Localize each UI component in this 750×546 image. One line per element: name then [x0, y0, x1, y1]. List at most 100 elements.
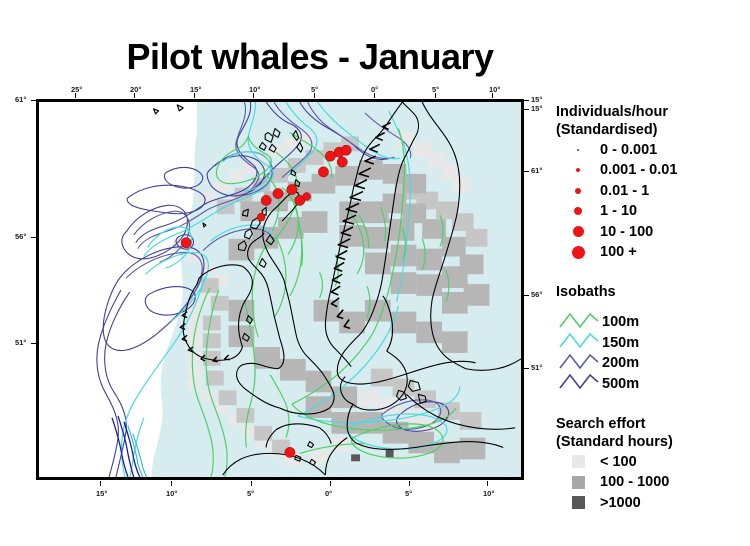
sighting-dot	[302, 192, 311, 201]
legend-item-abundance-3[interactable]: 1 - 10	[556, 201, 746, 222]
zigzag-line-icon	[556, 331, 602, 354]
axis-bottom-label-4: 5°	[405, 489, 413, 498]
sighting-dot	[294, 195, 306, 206]
axis-bottom-tick	[409, 481, 410, 486]
legend-item-isobath-1[interactable]: 150m	[556, 333, 746, 354]
axis-top-tick	[374, 93, 375, 98]
effort-swatch-icon	[556, 496, 600, 510]
legend-label: 100m	[602, 314, 640, 331]
deep-contour-sw-cyan	[127, 425, 148, 477]
sighting-dot	[340, 144, 352, 156]
legend-label: 0.001 - 0.01	[600, 162, 678, 179]
axis-top-tick	[134, 93, 135, 98]
legend-label: 500m	[602, 375, 640, 392]
axis-right-tick	[524, 368, 529, 369]
axis-left-label-1: 56°	[15, 232, 27, 241]
page-title: Pilot whales - January	[126, 36, 494, 77]
axis-bottom-tick	[330, 481, 331, 486]
sighting-dot	[284, 447, 296, 458]
legend-item-abundance-4[interactable]: 10 - 100	[556, 221, 746, 242]
zigzag-line-icon	[556, 311, 602, 334]
dot-symbol-icon	[556, 245, 600, 259]
dot-symbol-icon	[556, 148, 600, 151]
legend-isobaths-title: Isobaths	[556, 284, 616, 301]
axis-top-label-0: 25°	[71, 85, 83, 94]
axis-top-tick	[314, 93, 315, 98]
legend-label: < 100	[600, 453, 637, 470]
legend-item-effort-0[interactable]: < 100	[556, 451, 746, 472]
deep-contour-sw	[111, 415, 141, 477]
dot-symbol-icon	[556, 207, 600, 216]
axis-top-tick	[435, 93, 436, 98]
axis-right-tick	[524, 171, 529, 172]
axis-top-tick	[75, 93, 76, 98]
axis-right-label-2: 61°	[531, 166, 543, 175]
axis-bottom-label-1: 10°	[166, 489, 178, 498]
axis-right-tick	[524, 109, 529, 110]
axis-top-tick	[253, 93, 254, 98]
legend-label: 0.01 - 1	[600, 182, 650, 199]
axis-bottom-tick	[251, 481, 252, 486]
map-canvas[interactable]	[36, 99, 524, 480]
axis-top-tick	[492, 93, 493, 98]
axis-bottom-label-3: 0°	[325, 489, 333, 498]
sighting-dot	[180, 237, 192, 249]
axis-left-label-2: 51°	[15, 338, 27, 347]
axis-right-tick	[524, 100, 529, 101]
axis-top-label-1: 20°	[130, 85, 142, 94]
legend-effort-title-2: (Standard hours)	[556, 433, 673, 450]
axis-bottom-label-2: 5°	[247, 489, 255, 498]
legend-label: 0 - 0.001	[600, 141, 658, 158]
sighting-dot	[286, 184, 298, 195]
axis-top-label-5: 0°	[371, 85, 379, 94]
sighting-dot	[318, 166, 329, 178]
zigzag-line-icon	[556, 352, 602, 375]
sighting-dot	[336, 156, 348, 168]
legend-item-isobath-2[interactable]: 200m	[556, 353, 746, 374]
legend-search-effort: Search effort (Standard hours) < 100 100…	[556, 416, 746, 513]
axis-left-label-0: 61°	[15, 95, 27, 104]
axis-bottom-tick	[171, 481, 172, 486]
dot-symbol-icon	[556, 226, 600, 238]
legend-item-isobath-0[interactable]: 100m	[556, 312, 746, 333]
sighting-dot	[260, 195, 272, 206]
axis-top-tick	[194, 93, 195, 98]
axis-right-tick	[524, 295, 529, 296]
sightings-layer	[180, 144, 352, 458]
legend-item-effort-1[interactable]: 100 - 1000	[556, 472, 746, 493]
legend-item-effort-2[interactable]: >1000	[556, 492, 746, 513]
zigzag-line-icon	[556, 372, 602, 395]
legend-abundance: Individuals/hour (Standardised) 0 - 0.00…	[556, 104, 746, 262]
legend-label: >1000	[600, 494, 641, 511]
effort-swatch-icon	[556, 455, 600, 469]
axis-bottom-tick	[100, 481, 101, 486]
axis-top-label-3: 10°	[249, 85, 261, 94]
axis-top-label-2: 15°	[190, 85, 202, 94]
legend-label: 150m	[602, 334, 640, 351]
effort-swatch-icon	[556, 475, 600, 489]
axis-right-label-0: 15°	[531, 95, 543, 104]
axis-right-label-1: 15°	[531, 104, 543, 113]
axis-right-label-3: 56°	[531, 290, 543, 299]
legend-item-abundance-2[interactable]: 0.01 - 1	[556, 180, 746, 201]
axis-bottom-label-0: 15°	[96, 489, 108, 498]
legend-item-isobath-3[interactable]: 500m	[556, 374, 746, 395]
legend-abundance-title-1: Individuals/hour	[556, 104, 668, 120]
axis-right-label-4: 51°	[531, 363, 543, 372]
legend-label: 10 - 100	[600, 223, 654, 240]
legend-item-abundance-1[interactable]: 0.001 - 0.01	[556, 160, 746, 181]
search-effort-layer	[173, 132, 490, 467]
legend-item-abundance-5[interactable]: 100 +	[556, 242, 746, 263]
sighting-dot	[272, 188, 284, 199]
legend-item-abundance-0[interactable]: 0 - 0.001	[556, 139, 746, 160]
axis-left-tick	[31, 237, 36, 238]
axis-left-tick	[31, 100, 36, 101]
legend: Individuals/hour (Standardised) 0 - 0.00…	[556, 104, 746, 515]
sighting-dot	[324, 150, 336, 162]
sighting-dot	[257, 212, 266, 222]
axis-top-label-4: 5°	[311, 85, 319, 94]
legend-label: 200m	[602, 355, 640, 372]
axis-left-tick	[31, 343, 36, 344]
axis-bottom-label-5: 10°	[483, 489, 495, 498]
isobath-500m	[96, 102, 450, 477]
